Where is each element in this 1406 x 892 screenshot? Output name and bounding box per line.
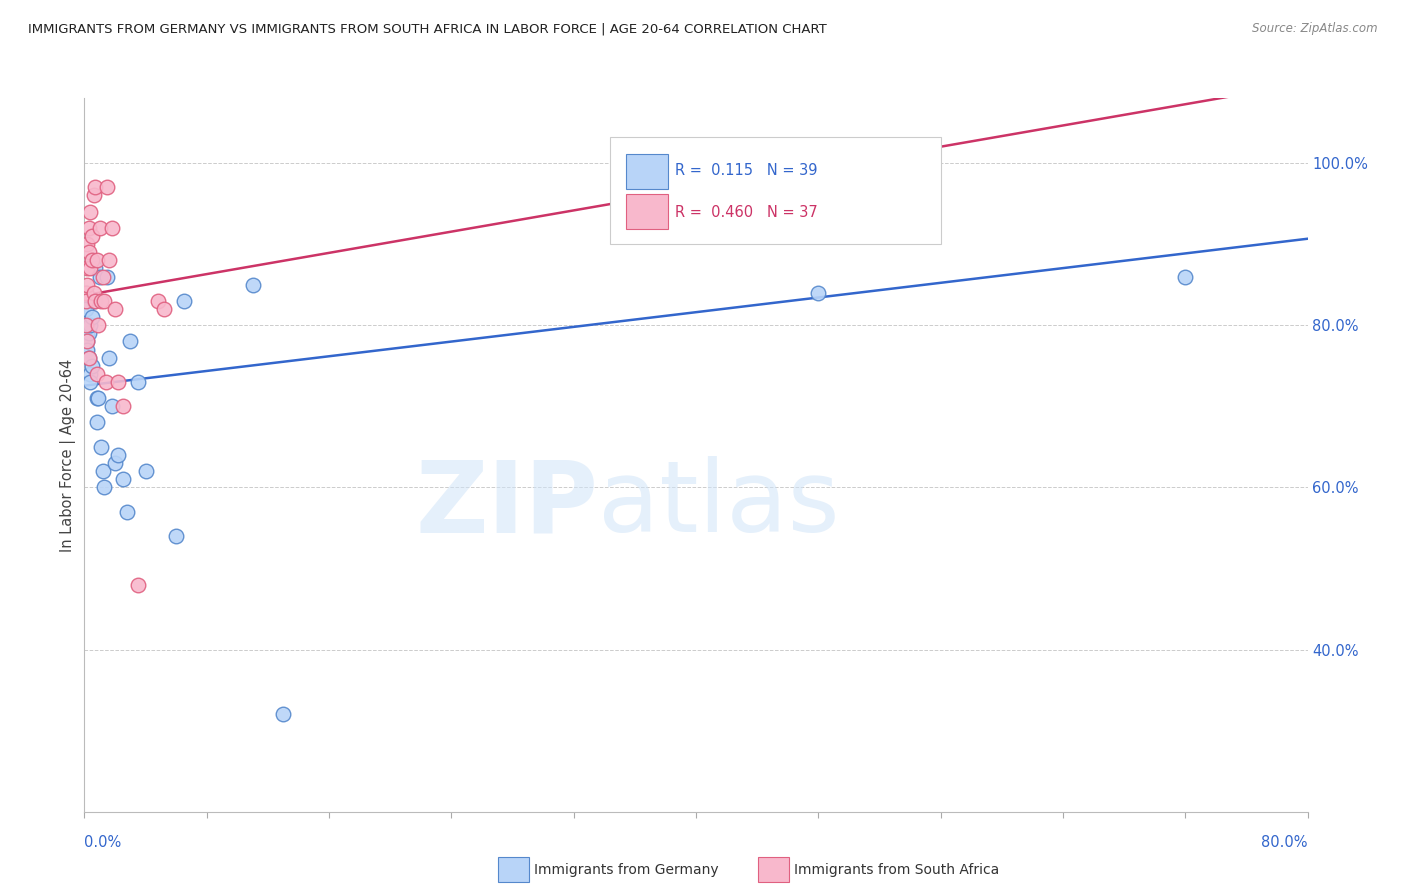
Text: atlas: atlas [598,457,839,553]
Point [101,399,124,413]
Point [271,707,294,722]
Point [93,480,115,494]
Point [104,456,127,470]
Point [96,180,118,194]
Point [87,391,110,405]
Point [97,253,120,268]
Point [75,285,97,300]
Point [111,399,134,413]
Y-axis label: In Labor Force | Age 20-64: In Labor Force | Age 20-64 [60,359,76,551]
Point [77,351,100,365]
Point [80,359,103,373]
Point [97,351,120,365]
Point [86,391,108,405]
Point [165,529,187,543]
Text: ZIP: ZIP [415,457,598,553]
Point [75,301,97,316]
Point [883,156,905,170]
Point [89,269,111,284]
FancyBboxPatch shape [610,137,941,244]
Point [76,277,98,292]
Text: Immigrants from Germany: Immigrants from Germany [534,863,718,877]
Point [91,269,114,284]
Point [84,261,107,276]
Text: 80.0%: 80.0% [1261,836,1308,850]
Point [127,577,149,591]
Point [807,285,830,300]
Point [76,326,98,341]
Point [90,293,112,308]
Text: Source: ZipAtlas.com: Source: ZipAtlas.com [1253,22,1378,36]
Point [83,188,105,202]
Point [83,285,105,300]
Text: Immigrants from South Africa: Immigrants from South Africa [794,863,1000,877]
Point [75,285,97,300]
Point [153,301,176,316]
Point [77,326,100,341]
Point [77,351,100,365]
Point [90,440,112,454]
Point [173,293,195,308]
Point [94,375,117,389]
Point [76,237,98,252]
Point [86,367,108,381]
Point [107,375,129,389]
Point [107,448,129,462]
Point [77,220,100,235]
Point [84,293,107,308]
Point [80,253,103,268]
Point [242,277,264,292]
Point [115,505,138,519]
Point [76,261,98,276]
Point [80,229,103,244]
Point [91,464,114,478]
Point [79,375,101,389]
Point [716,156,738,170]
Point [86,253,108,268]
Point [76,343,98,357]
Point [127,375,149,389]
Point [104,301,127,316]
Point [77,245,100,260]
Point [146,293,169,308]
Point [76,334,98,349]
Point [89,220,111,235]
Point [79,261,101,276]
Point [101,220,124,235]
Point [93,293,115,308]
Point [1174,269,1197,284]
Point [76,334,98,349]
Point [76,318,98,333]
Point [79,318,101,333]
Point [120,334,142,349]
Point [135,464,157,478]
Point [84,180,107,194]
Point [75,318,97,333]
Point [83,293,105,308]
Point [79,204,101,219]
Point [111,472,134,486]
Text: R =  0.115   N = 39: R = 0.115 N = 39 [675,163,818,178]
FancyBboxPatch shape [626,194,668,229]
Point [86,416,108,430]
Point [75,293,97,308]
Point [823,148,845,162]
FancyBboxPatch shape [626,153,668,189]
Text: 0.0%: 0.0% [84,836,121,850]
Point [96,269,118,284]
Text: IMMIGRANTS FROM GERMANY VS IMMIGRANTS FROM SOUTH AFRICA IN LABOR FORCE | AGE 20-: IMMIGRANTS FROM GERMANY VS IMMIGRANTS FR… [28,22,827,36]
Point [87,318,110,333]
Point [79,367,101,381]
Text: R =  0.460   N = 37: R = 0.460 N = 37 [675,205,818,219]
Point [80,310,103,324]
